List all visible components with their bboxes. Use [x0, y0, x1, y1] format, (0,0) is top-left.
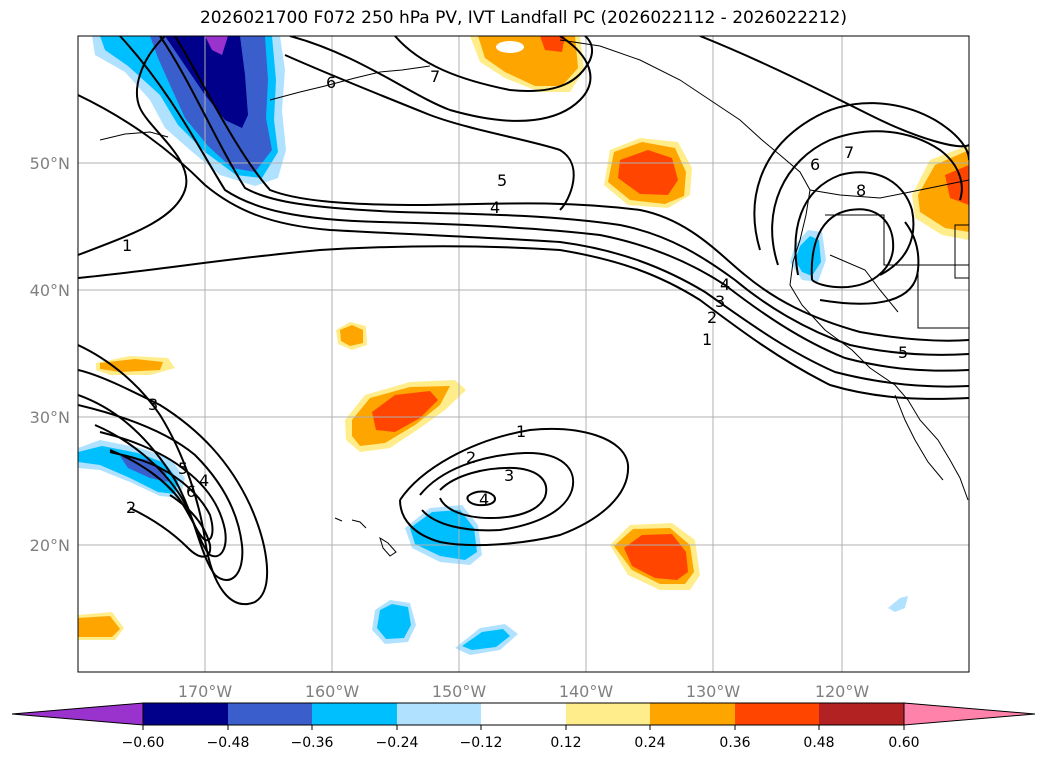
contour-label: 7 [844, 143, 854, 162]
contour-label: 4 [490, 198, 500, 217]
contour-label: 3 [148, 395, 158, 414]
colorbar-extend-right [903, 702, 1036, 726]
contour-label: 2 [707, 308, 717, 327]
colorbar-segment [481, 703, 566, 725]
colorbar-segment [397, 703, 481, 725]
lon-tick-label: 170°W [178, 682, 233, 701]
lon-tick-label: 120°W [815, 682, 870, 701]
colorbar-extend-left [11, 702, 144, 726]
colorbar-segment [143, 703, 228, 725]
contour-label: 1 [702, 330, 712, 349]
colorbar-segment [650, 703, 735, 725]
colorbar-tick-label: −0.36 [291, 735, 334, 751]
contour-label: 1 [122, 236, 132, 255]
pv-contours [78, 36, 969, 605]
colorbar-tick-label: 0.48 [803, 735, 834, 751]
colorbar-segment [735, 703, 819, 725]
colorbar-tick-label: 0.36 [719, 735, 750, 751]
colorbar-tick-label: 0.60 [888, 735, 919, 751]
lat-axis: 50°N 40°N 30°N 20°N [30, 154, 70, 555]
colorbar-segment [566, 703, 650, 725]
lon-tick-label: 140°W [559, 682, 614, 701]
colorbar-segment [819, 703, 904, 725]
plot-frame [77, 35, 970, 673]
contour-label: 3 [715, 292, 725, 311]
contour-label: 4 [479, 490, 489, 509]
contour-label: 6 [186, 482, 196, 501]
contour-label: 4 [199, 471, 209, 490]
lon-tick-label: 130°W [686, 682, 741, 701]
lat-tick-label: 20°N [30, 536, 70, 555]
colorbar-tick-label: 0.24 [634, 735, 665, 751]
contour-label: 8 [856, 181, 866, 200]
contour-label: 7 [430, 67, 440, 86]
contour-label: 2 [466, 448, 476, 467]
contour-label: 4 [720, 275, 730, 294]
colorbar-tick-label: −0.48 [207, 735, 250, 751]
colorbar-segment [228, 703, 312, 725]
colorbar-tick-label: −0.60 [122, 735, 165, 751]
contour-label: 5 [178, 459, 188, 478]
contour-label: 1 [516, 422, 526, 441]
map-title: 2026021700 F072 250 hPa PV, IVT Landfall… [199, 8, 847, 28]
contour-label: 2 [126, 498, 136, 517]
colorbar: −0.60 −0.48 −0.36 −0.24 −0.12 0.12 0.24 … [11, 702, 1036, 751]
lat-tick-label: 50°N [30, 154, 70, 173]
contour-label: 6 [810, 155, 820, 174]
colorbar-tick-label: −0.12 [460, 735, 503, 751]
colorbar-tick-label: 0.12 [550, 735, 581, 751]
lat-tick-label: 30°N [30, 408, 70, 427]
lon-tick-label: 150°W [432, 682, 487, 701]
contour-label: 5 [497, 171, 507, 190]
colorbar-segment [312, 703, 397, 725]
lon-axis: 170°W 160°W 150°W 140°W 130°W 120°W [178, 682, 870, 701]
gridlines [78, 36, 969, 672]
contour-label: 6 [326, 73, 336, 92]
contour-label: 5 [898, 343, 908, 362]
colorbar-tick-label: −0.24 [376, 735, 419, 751]
contour-label: 3 [504, 466, 514, 485]
contour-labels: 1 5 4 6 7 4 3 2 1 6 7 8 5 3 5 4 6 2 1 2 … [122, 67, 908, 517]
lon-tick-label: 160°W [305, 682, 360, 701]
lat-tick-label: 40°N [30, 281, 70, 300]
